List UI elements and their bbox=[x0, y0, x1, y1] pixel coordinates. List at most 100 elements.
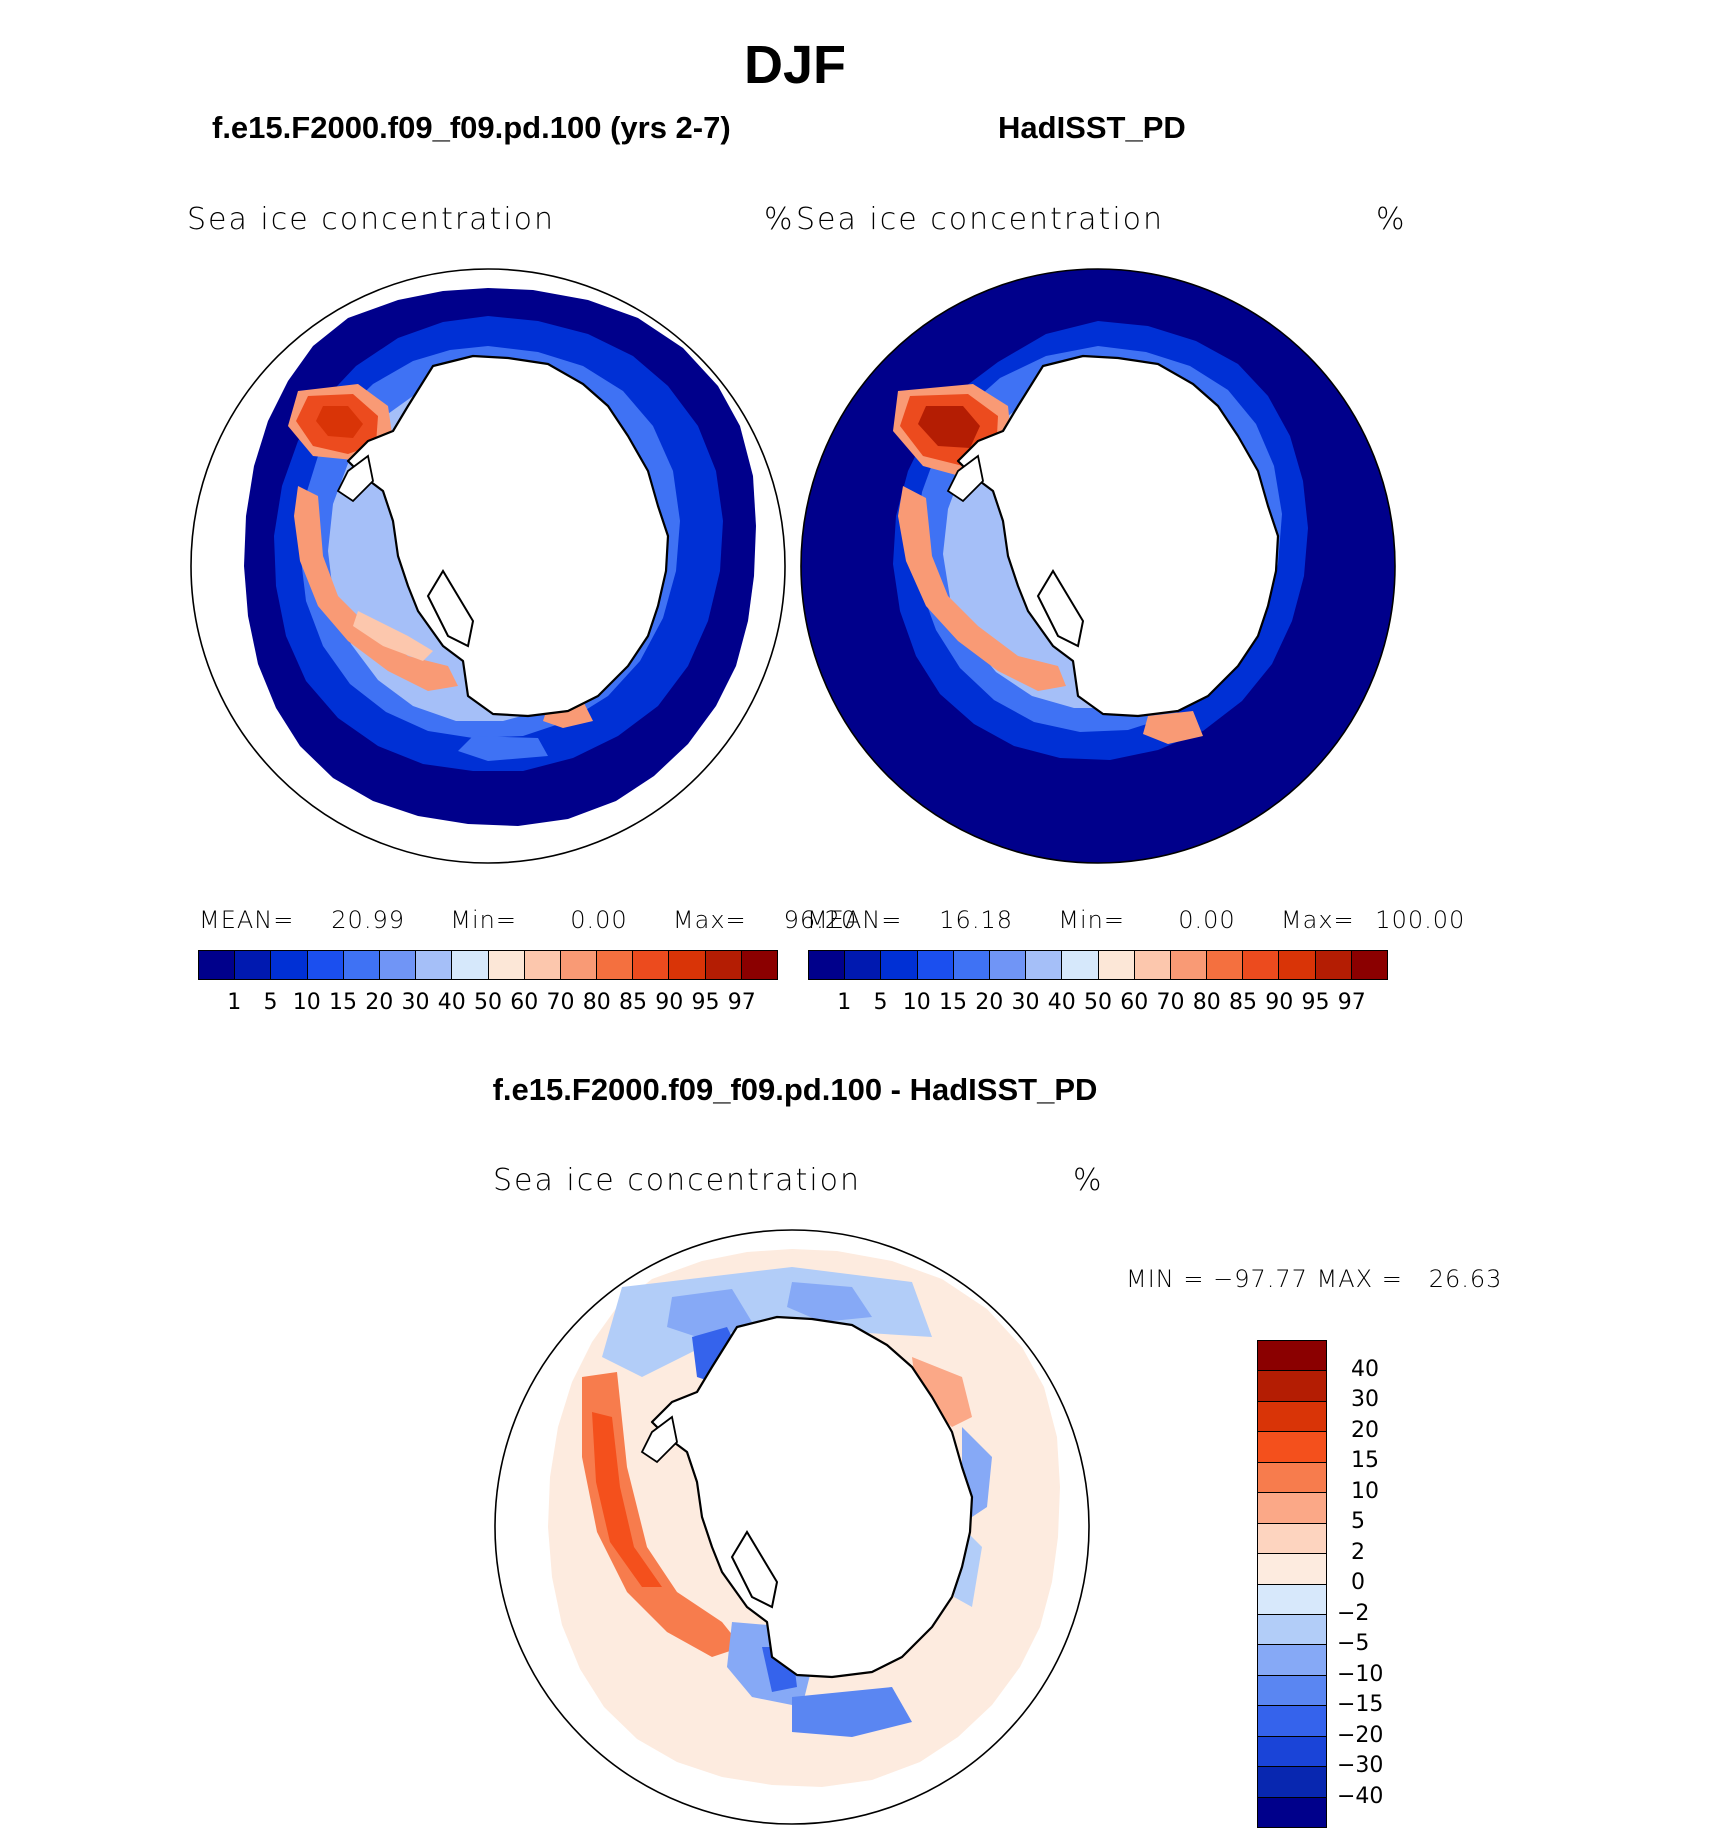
left-colorbar-ticks: 1 5 10 15 20 30 40 50 60 70 80 85 90 95 97 bbox=[198, 990, 778, 1020]
colorbar-tick-label: 5 bbox=[263, 990, 278, 1015]
colorbar-swatch bbox=[271, 951, 308, 979]
colorbar-tick-label: 20 bbox=[1351, 1417, 1379, 1443]
colorbar-tick-label: 85 bbox=[1229, 990, 1257, 1015]
colorbar-swatch bbox=[452, 951, 489, 979]
colorbar-tick-label: −40 bbox=[1337, 1783, 1384, 1809]
colorbar-tick-label: 60 bbox=[510, 990, 539, 1015]
colorbar-swatch bbox=[1134, 951, 1171, 979]
colorbar-swatch bbox=[1243, 951, 1280, 979]
right-panel-title: HadISST_PD bbox=[998, 110, 1186, 145]
colorbar-tick-label: −2 bbox=[1337, 1600, 1370, 1626]
colorbar-swatch bbox=[705, 951, 742, 979]
colorbar-tick-label: 90 bbox=[655, 990, 684, 1015]
colorbar-tick-label: 5 bbox=[1351, 1509, 1365, 1534]
right-mean-label: MEAN= bbox=[807, 906, 903, 934]
colorbar-swatch bbox=[669, 951, 706, 979]
diff-colorbar bbox=[1257, 1340, 1327, 1828]
right-polar-map bbox=[800, 268, 1396, 864]
colorbar-swatch bbox=[1258, 1614, 1326, 1646]
colorbar-tick-label: 15 bbox=[1351, 1448, 1379, 1473]
colorbar-tick-label: 80 bbox=[582, 990, 611, 1015]
left-colorbar bbox=[198, 950, 778, 980]
colorbar-tick-label: 20 bbox=[975, 990, 1004, 1015]
colorbar-tick-label: 15 bbox=[939, 990, 967, 1015]
colorbar-swatch bbox=[1258, 1371, 1326, 1402]
colorbar-tick-label: −30 bbox=[1337, 1753, 1384, 1778]
colorbar-swatch bbox=[1258, 1341, 1326, 1372]
left-mean-value: 20.99 bbox=[331, 906, 405, 934]
colorbar-tick-label: 50 bbox=[1084, 990, 1112, 1015]
left-ice-field bbox=[244, 288, 756, 826]
colorbar-swatch bbox=[524, 951, 561, 979]
colorbar-swatch bbox=[307, 951, 344, 979]
colorbar-tick-label: −10 bbox=[1337, 1661, 1384, 1687]
colorbar-swatch bbox=[1258, 1675, 1326, 1707]
left-units-label: % bbox=[764, 202, 795, 237]
colorbar-swatch bbox=[1026, 951, 1063, 979]
colorbar-swatch bbox=[917, 951, 954, 979]
right-max-value: 100.00 bbox=[1375, 906, 1466, 934]
colorbar-tick-label: 97 bbox=[727, 990, 756, 1015]
colorbar-tick-label: 1 bbox=[227, 990, 242, 1015]
colorbar-tick-label: −15 bbox=[1337, 1692, 1384, 1717]
diff-colorbar-ticks: 40 30 20 15 10 5 2 0 −2 −5 −10 −15 −20 −30 −40 bbox=[1337, 1340, 1417, 1828]
page-title: DJF bbox=[743, 35, 846, 95]
left-polar-map bbox=[190, 268, 786, 864]
colorbar-tick-label: 40 bbox=[437, 990, 466, 1015]
colorbar-swatch bbox=[845, 951, 882, 979]
diff-panel-title: f.e15.F2000.f09_f09.pd.100 - HadISST_PD bbox=[492, 1072, 1098, 1107]
colorbar-swatch bbox=[1258, 1523, 1326, 1555]
colorbar-swatch bbox=[1170, 951, 1208, 979]
colorbar-tick-label: 2 bbox=[1351, 1539, 1365, 1565]
colorbar-tick-label: 40 bbox=[1047, 990, 1076, 1015]
colorbar-swatch bbox=[1258, 1401, 1326, 1433]
colorbar-tick-label: 90 bbox=[1265, 990, 1294, 1015]
colorbar-tick-label: 40 bbox=[1351, 1356, 1379, 1382]
left-max-label: Max= bbox=[672, 906, 747, 934]
colorbar-tick-label: 60 bbox=[1120, 990, 1149, 1015]
colorbar-swatch bbox=[199, 951, 236, 979]
colorbar-swatch bbox=[1258, 1493, 1326, 1524]
right-min-value: 0.00 bbox=[1178, 906, 1236, 934]
colorbar-tick-label: 30 bbox=[1351, 1387, 1379, 1412]
left-max-value: 96.20 bbox=[783, 906, 858, 934]
right-max-label: Max= bbox=[1280, 906, 1355, 934]
diff-polar-map bbox=[494, 1229, 1090, 1825]
colorbar-swatch bbox=[741, 951, 777, 979]
colorbar-swatch bbox=[1258, 1736, 1326, 1768]
colorbar-tick-label: 1 bbox=[837, 990, 852, 1015]
right-mean-value: 16.18 bbox=[939, 906, 1013, 934]
colorbar-swatch bbox=[1098, 951, 1135, 979]
colorbar-swatch bbox=[633, 951, 670, 979]
colorbar-swatch bbox=[1258, 1645, 1326, 1676]
colorbar-swatch bbox=[235, 951, 272, 979]
colorbar-tick-label: 95 bbox=[691, 990, 720, 1015]
colorbar-swatch bbox=[1258, 1432, 1326, 1463]
colorbar-swatch bbox=[560, 951, 598, 979]
colorbar-tick-label: 95 bbox=[1301, 990, 1330, 1015]
colorbar-swatch bbox=[989, 951, 1027, 979]
colorbar-tick-label: 30 bbox=[1011, 990, 1040, 1015]
left-min-label: Min= bbox=[450, 906, 517, 934]
colorbar-swatch bbox=[1062, 951, 1099, 979]
colorbar-swatch bbox=[1207, 951, 1244, 979]
colorbar-swatch bbox=[1258, 1462, 1326, 1494]
left-min-value: 0.00 bbox=[570, 906, 628, 934]
colorbar-swatch bbox=[488, 951, 525, 979]
colorbar-tick-label: 10 bbox=[1351, 1478, 1379, 1504]
colorbar-swatch bbox=[597, 951, 634, 979]
right-min-label: Min= bbox=[1058, 906, 1125, 934]
colorbar-swatch bbox=[1258, 1584, 1326, 1615]
colorbar-swatch bbox=[416, 951, 453, 979]
colorbar-tick-label: 30 bbox=[401, 990, 430, 1015]
colorbar-tick-label: 50 bbox=[474, 990, 502, 1015]
colorbar-tick-label: 97 bbox=[1337, 990, 1366, 1015]
colorbar-swatch bbox=[343, 951, 380, 979]
colorbar-swatch bbox=[1258, 1797, 1326, 1827]
colorbar-swatch bbox=[953, 951, 990, 979]
colorbar-tick-label: 10 bbox=[902, 990, 931, 1015]
diff-minmax: MIN = −97.77 MAX = 26.63 bbox=[1126, 1265, 1503, 1293]
colorbar-swatch bbox=[379, 951, 417, 979]
colorbar-swatch bbox=[809, 951, 846, 979]
colorbar-tick-label: 15 bbox=[329, 990, 357, 1015]
